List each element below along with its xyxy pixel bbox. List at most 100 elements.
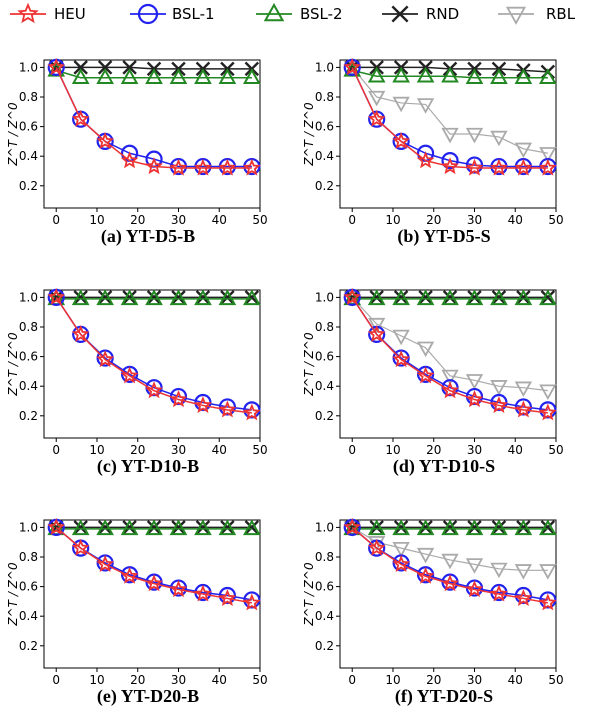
y-tick-label: 0.2 (19, 639, 38, 653)
x-tick-label: 10 (385, 213, 400, 226)
caption-title: YT-D20-B (120, 686, 200, 706)
x-tick-label: 30 (171, 213, 186, 226)
y-tick-label: 0.2 (19, 179, 38, 193)
y-tick-label: 0.8 (19, 90, 38, 104)
caption-label: (b) (397, 226, 420, 246)
y-tick-label: 0.6 (315, 120, 334, 134)
y-tick-label: 1.0 (19, 290, 38, 304)
data-point (441, 157, 459, 175)
data-point (146, 290, 162, 305)
data-point (514, 289, 533, 306)
data-point (540, 520, 556, 535)
series-line (351, 296, 548, 392)
legend-label: BSL-2 (300, 5, 343, 23)
data-point (244, 520, 260, 535)
data-point (145, 289, 163, 306)
x-tick-label: 50 (252, 213, 267, 226)
legend-marker (505, 6, 527, 25)
data-point (194, 584, 212, 602)
data-point (220, 290, 235, 305)
data-point (96, 350, 115, 368)
data-point (97, 60, 113, 75)
data-point (242, 593, 261, 611)
data-point (490, 158, 508, 176)
y-tick-label: 0.8 (19, 320, 38, 334)
y-axis-label: Z^T / Z^0 (302, 332, 316, 397)
data-point (71, 68, 90, 85)
data-point (145, 68, 163, 85)
data-point (441, 574, 459, 592)
x-tick-label: 50 (548, 443, 563, 456)
x-tick-label: 0 (348, 673, 356, 686)
series-line (55, 526, 252, 604)
data-point (195, 520, 211, 535)
y-tick-label: 0.2 (315, 409, 334, 423)
data-point (490, 289, 508, 306)
data-point (392, 66, 410, 83)
data-point (392, 541, 410, 558)
triangle-up-marker-icon (256, 3, 292, 22)
data-point (514, 158, 533, 176)
y-tick-label: 0.4 (19, 379, 38, 393)
data-point (194, 519, 212, 536)
data-point (441, 289, 459, 306)
data-point (120, 366, 139, 384)
data-point (539, 519, 557, 536)
chart-plot: 0.20.40.60.81.001020304050KZ^T / Z^0 (302, 288, 564, 456)
y-axis-label: Z^T / Z^0 (6, 332, 20, 397)
x-tick-label: 40 (508, 673, 523, 686)
series-rnd (49, 60, 260, 77)
series-heu (343, 518, 557, 611)
y-axis-label: Z^T / Z^0 (6, 102, 20, 167)
x-tick-label: 40 (508, 443, 523, 456)
x-tick-label: 20 (426, 673, 441, 686)
data-point (490, 396, 508, 413)
data-point (416, 151, 435, 169)
series-bsl-2 (343, 60, 557, 85)
data-point (490, 68, 508, 85)
data-point (490, 562, 508, 579)
x-tick-label: 30 (467, 673, 482, 686)
data-point (47, 288, 66, 305)
y-tick-label: 0.8 (19, 550, 38, 564)
caption-label: (a) (100, 226, 122, 246)
data-point (218, 289, 237, 306)
data-point (441, 66, 459, 83)
data-point (169, 68, 188, 85)
data-point (120, 151, 139, 169)
data-point (491, 520, 507, 535)
series-rnd (49, 520, 260, 535)
data-point (71, 325, 90, 342)
data-point (367, 109, 386, 127)
y-tick-label: 0.6 (315, 580, 334, 594)
data-point (194, 396, 212, 413)
caption-title: YT-D10-S (418, 456, 496, 476)
data-point (465, 390, 484, 408)
x-tick-label: 10 (89, 213, 104, 226)
data-point (343, 288, 362, 305)
data-point (392, 96, 410, 113)
data-point (416, 547, 435, 564)
data-point (218, 519, 237, 536)
legend-label: BSL-1 (172, 5, 215, 23)
data-point (442, 520, 458, 535)
data-point (416, 566, 435, 584)
legend-label: RBL (546, 5, 576, 23)
x-tick-label: 40 (212, 213, 227, 226)
chart-plot: 0.20.40.60.81.001020304050KZ^T / Z^0 (6, 288, 268, 456)
y-tick-label: 1.0 (315, 520, 334, 534)
series-line (351, 67, 548, 169)
y-tick-label: 1.0 (19, 60, 38, 74)
data-point (145, 381, 163, 399)
x-tick-label: 20 (130, 673, 145, 686)
chart-caption: (e) YT-D20-B (0, 686, 296, 707)
data-point (539, 384, 557, 400)
data-point (96, 555, 115, 572)
plot-frame (339, 59, 557, 209)
data-point (416, 98, 435, 114)
data-point (120, 519, 139, 536)
data-point (441, 369, 459, 386)
x-tick-label: 50 (548, 673, 563, 686)
legend-item-bsl-1: BSL-1 (128, 3, 248, 25)
data-point (96, 289, 114, 306)
